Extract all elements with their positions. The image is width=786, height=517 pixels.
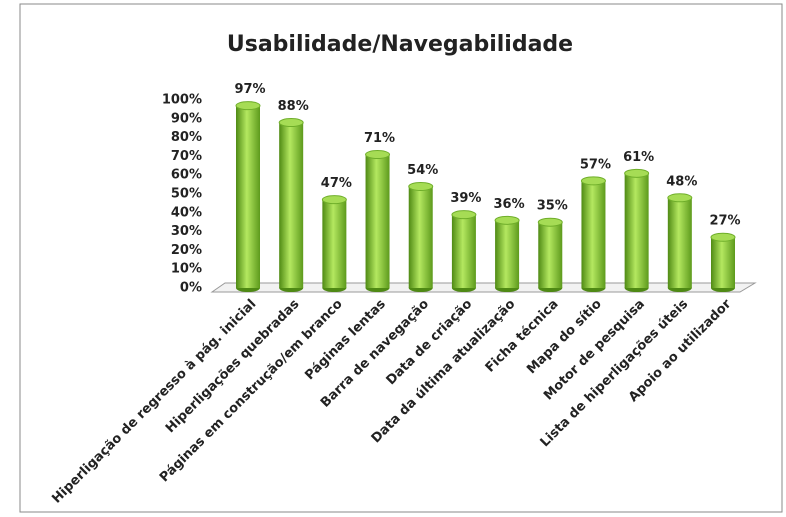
value-label: 36% bbox=[494, 197, 525, 212]
value-label: 88% bbox=[278, 99, 309, 114]
y-tick-label: 20% bbox=[171, 243, 202, 258]
bar-top bbox=[667, 193, 693, 203]
y-tick-label: 30% bbox=[171, 224, 202, 239]
bar bbox=[667, 197, 692, 288]
bar-top bbox=[710, 232, 736, 242]
bar-top bbox=[278, 118, 304, 128]
bar-top bbox=[451, 210, 477, 220]
bar bbox=[495, 220, 520, 288]
bar bbox=[451, 214, 476, 288]
y-tick-label: 90% bbox=[171, 111, 202, 126]
value-label: 47% bbox=[321, 176, 352, 191]
bar bbox=[538, 222, 563, 288]
y-tick-label: 40% bbox=[171, 205, 202, 220]
y-tick-label: 10% bbox=[171, 262, 202, 277]
bar bbox=[322, 199, 347, 288]
y-tick-label: 80% bbox=[171, 130, 202, 145]
bar bbox=[236, 105, 260, 288]
bar bbox=[279, 122, 304, 288]
y-tick-label: 0% bbox=[180, 281, 202, 296]
value-label: 35% bbox=[537, 199, 568, 214]
bar-top bbox=[235, 101, 261, 111]
floor bbox=[210, 282, 757, 293]
value-label: 61% bbox=[623, 150, 654, 165]
bar-top bbox=[580, 176, 606, 186]
bar bbox=[711, 237, 735, 288]
value-label: 71% bbox=[364, 131, 395, 146]
value-label: 39% bbox=[450, 191, 481, 206]
bar bbox=[408, 186, 433, 288]
value-label: 48% bbox=[666, 174, 697, 189]
bar-top bbox=[408, 181, 434, 191]
value-label: 57% bbox=[580, 157, 611, 172]
value-label: 54% bbox=[407, 163, 438, 178]
bar bbox=[624, 173, 649, 288]
bar bbox=[581, 180, 606, 288]
bar-top bbox=[624, 168, 650, 178]
bar-top bbox=[537, 217, 563, 227]
value-label: 97% bbox=[234, 82, 265, 97]
chart-title: Usabilidade/Navegabilidade bbox=[227, 32, 573, 57]
y-tick-label: 70% bbox=[171, 149, 202, 164]
bar bbox=[365, 154, 390, 288]
y-tick-label: 100% bbox=[162, 93, 202, 108]
y-tick-label: 50% bbox=[171, 187, 202, 202]
bar-top bbox=[494, 215, 520, 225]
y-tick-label: 60% bbox=[171, 168, 202, 183]
bar-top bbox=[321, 195, 347, 205]
bar-top bbox=[365, 150, 391, 160]
value-label: 27% bbox=[709, 214, 740, 229]
chart-frame bbox=[19, 3, 783, 513]
